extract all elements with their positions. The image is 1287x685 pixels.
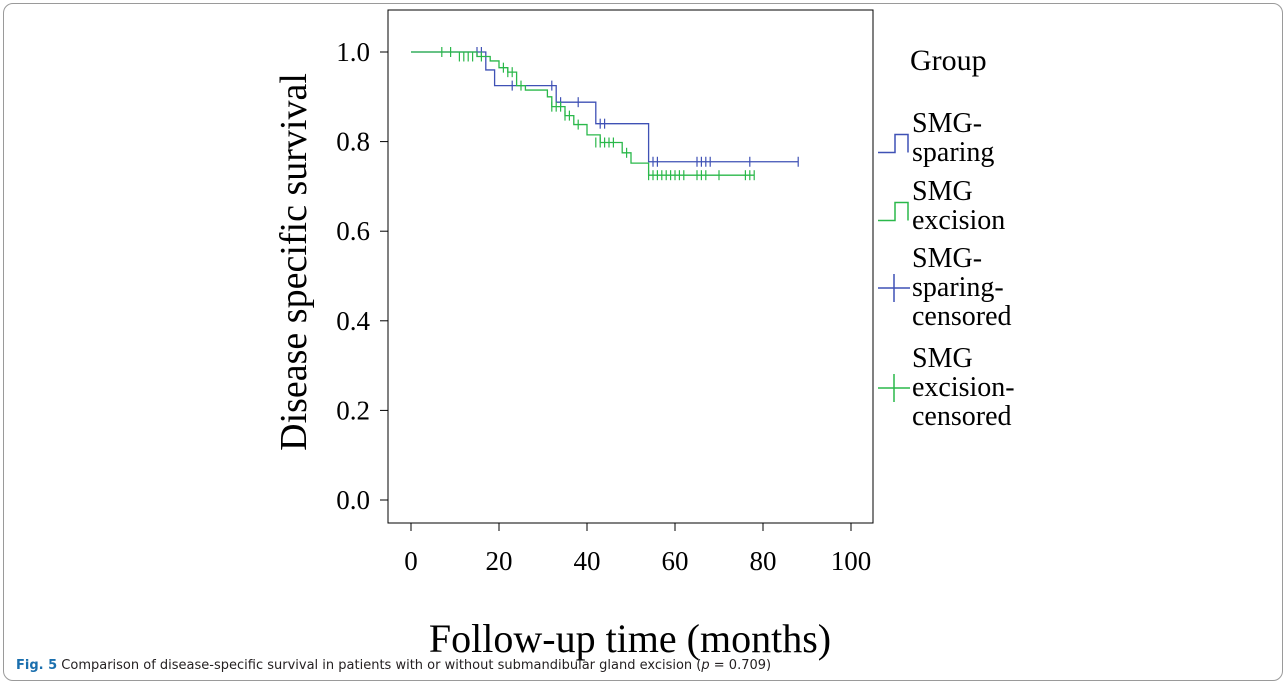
legend-label: SMG-	[912, 108, 982, 139]
x-axis-label: Follow-up time (months)	[429, 616, 831, 661]
p-value: = 0.709)	[709, 658, 772, 673]
legend-label: SMG	[912, 343, 973, 374]
x-tick-label: 100	[831, 546, 872, 576]
legend-label: excision-	[912, 372, 1015, 403]
axes: 0 20 40 60 80 100 0.0 0.2 0.4 0.6 0.8 1.0	[336, 37, 871, 576]
legend-label: sparing-	[912, 272, 1004, 303]
y-tick-label: 0.4	[336, 306, 370, 336]
legend-step-swatch	[878, 133, 909, 154]
caption-text: Comparison of disease-specific survival …	[57, 658, 702, 673]
legend-censor-swatch	[878, 274, 910, 302]
figure-label: Fig. 5	[16, 658, 58, 673]
x-tick-label: 60	[662, 546, 689, 576]
legend-label: sparing	[912, 137, 994, 168]
legend-censor-swatch	[878, 374, 910, 402]
legend-label: SMG	[912, 176, 973, 207]
x-tick-label: 0	[404, 546, 418, 576]
survival-curve-excision	[411, 51, 755, 176]
x-tick-label: 20	[486, 546, 513, 576]
p-symbol: p	[701, 658, 710, 673]
legend: SMG-sparingSMGexcisionSMG-sparing-censor…	[878, 108, 1015, 432]
plot-area	[387, 9, 874, 524]
legend-title: Group	[910, 44, 987, 77]
y-tick-label: 0.6	[336, 216, 370, 246]
figure-caption: Fig. 5 Comparison of disease-specific su…	[16, 658, 771, 673]
y-tick-label: 0.2	[336, 395, 370, 425]
series-layer	[411, 47, 799, 181]
legend-label: SMG-	[912, 243, 982, 274]
y-tick-label: 0.8	[336, 127, 370, 157]
legend-label: excision	[912, 205, 1005, 236]
survival-curve-sparing	[411, 51, 799, 163]
y-axis-label: Disease specific survival	[273, 73, 315, 451]
legend-label: censored	[912, 401, 1012, 432]
x-tick-label: 40	[574, 546, 601, 576]
legend-step-swatch	[878, 201, 909, 222]
y-tick-label: 0.0	[336, 485, 370, 515]
y-tick-label: 1.0	[336, 37, 370, 67]
legend-label: censored	[912, 301, 1012, 332]
x-tick-label: 80	[750, 546, 777, 576]
figure-frame	[3, 3, 1283, 681]
